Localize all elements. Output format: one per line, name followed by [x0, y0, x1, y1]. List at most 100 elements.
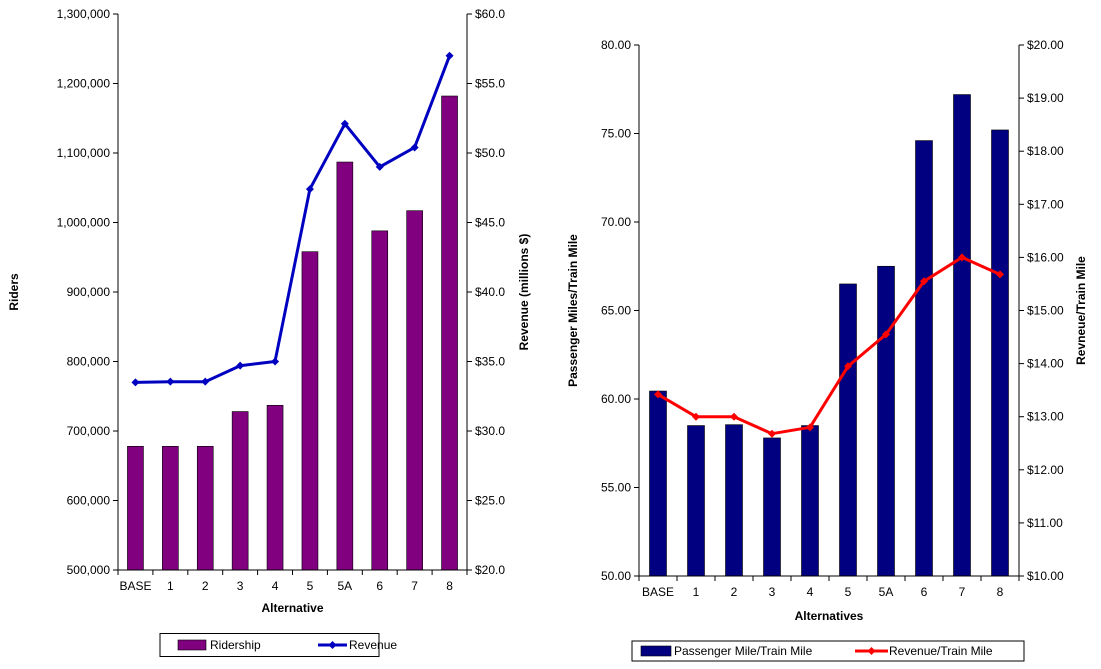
bar [725, 424, 743, 577]
right-tick-label: $45.0 [475, 216, 505, 230]
legend-box [631, 640, 1025, 662]
bar [231, 411, 249, 571]
bar [406, 210, 423, 571]
line-point [340, 119, 349, 128]
left-axis-title: Riders [7, 273, 21, 311]
bar [649, 390, 667, 577]
legend-label: Passenger Mile/Train Mile [674, 644, 813, 658]
left-tick-label: 500,000 [67, 563, 111, 577]
line-point [375, 162, 384, 171]
line-point [445, 51, 454, 60]
x-axis-title: Alternatives [795, 609, 864, 623]
x-tick-label: BASE [119, 579, 151, 593]
bar [371, 230, 389, 571]
left-tick-label: 800,000 [67, 355, 111, 369]
left-tick-label: 700,000 [67, 424, 111, 438]
series-line [135, 55, 452, 384]
line-point [730, 412, 738, 421]
left-tick-label: 50.00 [601, 569, 631, 583]
line-point [768, 429, 776, 438]
bar [839, 283, 857, 577]
line-point [410, 143, 419, 152]
right-tick-label: $20.0 [475, 563, 505, 577]
right-tick-label: $35.0 [475, 355, 505, 369]
x-tick-label: 6 [921, 585, 928, 599]
x-tick-label: 8 [446, 579, 453, 593]
line-point [166, 377, 175, 386]
x-tick-label: BASE [642, 585, 674, 599]
right-tick-label: $55.0 [475, 77, 505, 91]
x-tick-label: 4 [807, 585, 814, 599]
passenger-miles-revenue-chart: 50.00 55.00 60.00 65.00 70.00 75.00 80.00 $10.0… [566, 38, 1088, 662]
left-tick-label: 1,300,000 [57, 7, 111, 21]
bar [801, 425, 819, 577]
right-tick-label: $40.0 [475, 285, 505, 299]
bar [953, 94, 971, 577]
left-axis-title: Passenger Miles/Train Mile [566, 234, 580, 387]
x-tick-label: 8 [997, 585, 1004, 599]
x-tick-label: 5 [845, 585, 852, 599]
right-tick-label: $11.00 [1027, 516, 1063, 530]
left-tick-label: 900,000 [67, 285, 111, 299]
right-tick-label: $60.0 [475, 7, 505, 21]
legend-bar-swatch [640, 645, 672, 657]
x-tick-label: 7 [959, 585, 966, 599]
legend-line-marker [867, 647, 876, 655]
right-tick-label: $20.00 [1027, 38, 1064, 52]
right-tick-label: $25.0 [475, 494, 505, 508]
legend-label: Ridership [210, 638, 261, 652]
bar [991, 129, 1009, 577]
left-tick-label: 65.00 [601, 304, 631, 318]
legend-label: Revenue [349, 638, 397, 652]
right-axis-title: Revneue/Train Mile [1074, 256, 1088, 365]
right-tick-label: $13.00 [1027, 410, 1064, 424]
x-tick-label: 1 [167, 579, 174, 593]
bar [687, 425, 705, 577]
right-tick-label: $10.00 [1027, 569, 1064, 583]
line-point [958, 253, 966, 262]
left-tick-label: 55.00 [601, 481, 631, 495]
bar [162, 445, 179, 571]
left-tick-label: 1,000,000 [57, 216, 111, 230]
left-tick-label: 1,200,000 [57, 77, 111, 91]
right-tick-label: $19.00 [1027, 91, 1064, 105]
line-point [844, 362, 852, 371]
legend-box [159, 633, 380, 657]
bar [441, 95, 458, 571]
line-point [305, 185, 314, 194]
x-tick-label: 5A [338, 579, 353, 593]
line-point [236, 361, 245, 370]
right-tick-label: $12.00 [1027, 463, 1064, 477]
line-point [654, 390, 662, 399]
left-tick-label: 80.00 [601, 38, 631, 52]
x-tick-label: 5 [307, 579, 314, 593]
bar [196, 445, 214, 571]
ridership-revenue-chart: 500,000 600,000 700,000 800,000 900,000 1,000… [7, 7, 531, 657]
line-point [882, 330, 890, 339]
x-tick-label: 2 [202, 579, 209, 593]
x-tick-label: 4 [272, 579, 279, 593]
x-tick-label: 6 [376, 579, 383, 593]
bar [301, 251, 319, 571]
line-point [806, 423, 814, 432]
bar [266, 404, 284, 571]
right-axis-title: Revenue (millions $) [517, 234, 531, 351]
x-tick-label: 3 [769, 585, 776, 599]
line-point [271, 357, 280, 366]
right-tick-label: $50.0 [475, 146, 505, 160]
legend-line-marker [328, 641, 337, 649]
x-tick-label: 2 [731, 585, 738, 599]
left-tick-label: 600,000 [67, 494, 111, 508]
x-tick-label: 7 [411, 579, 418, 593]
bar [915, 140, 933, 577]
line-point [692, 412, 700, 421]
line-point [131, 378, 140, 387]
right-tick-label: $17.00 [1027, 197, 1064, 211]
legend-bar-swatch [177, 639, 207, 651]
legend-label: Revenue/Train Mile [889, 644, 993, 658]
left-tick-label: 75.00 [601, 127, 631, 141]
right-tick-label: $30.0 [475, 424, 505, 438]
series-line [657, 255, 1001, 436]
x-tick-label: 5A [879, 585, 894, 599]
